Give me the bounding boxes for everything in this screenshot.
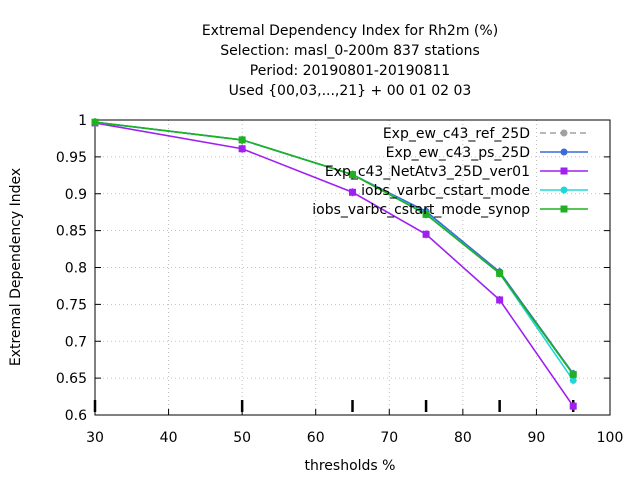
x-tick-label: 80 (454, 430, 472, 446)
legend-label: iobs_varbc_cstart_mode (361, 183, 530, 199)
series-4 (91, 118, 577, 379)
title-line-3: Period: 20190801-20190811 (250, 63, 450, 79)
y-tick-label: 1 (78, 113, 87, 129)
y-tick-label: 0.65 (56, 371, 87, 387)
y-tick-label: 0.75 (56, 297, 87, 313)
threshold-markers (93, 400, 575, 412)
data-point (569, 402, 577, 410)
data-point (238, 145, 246, 153)
title-line-2: Selection: masl_0-200m 837 stations (220, 43, 480, 59)
data-point (569, 376, 577, 384)
y-tick-label: 0.8 (65, 261, 87, 277)
legend-label: Exp_ew_c43_ref_25D (383, 126, 530, 142)
x-tick-label: 90 (528, 430, 546, 446)
x-axis-label: thresholds % (305, 458, 396, 474)
data-point (91, 118, 99, 126)
legend-marker (560, 167, 568, 175)
x-tick-label: 60 (307, 430, 325, 446)
data-point (422, 210, 430, 218)
x-tick-label: 70 (380, 430, 398, 446)
y-tick-label: 0.9 (65, 187, 87, 203)
x-tick-label: 50 (233, 430, 251, 446)
series-line (94, 121, 574, 375)
series-line (94, 122, 574, 407)
data-point (569, 370, 577, 378)
y-axis: 0.6 0.65 0.7 0.75 0.8 0.85 0.9 0.95 1 (56, 113, 610, 424)
y-axis-label: Extremal Dependency Index (8, 168, 24, 366)
x-axis: 30 40 50 60 70 80 90 100 (86, 409, 623, 446)
legend-marker (560, 129, 568, 137)
legend-label: Exp_ew_c43_ps_25D (386, 145, 530, 161)
x-tick-label: 30 (86, 430, 104, 446)
legend-marker (560, 205, 568, 213)
data-point (349, 188, 356, 196)
data-point (238, 136, 246, 144)
series-2 (91, 118, 577, 411)
y-tick-label: 0.85 (56, 224, 87, 240)
data-point (422, 230, 430, 238)
legend-marker (560, 186, 568, 194)
legend-label: iobs_varbc_cstart_mode_synop (312, 202, 530, 218)
data-point (349, 171, 356, 179)
title-line-1: Extremal Dependency Index for Rh2m (%) (202, 23, 498, 39)
y-tick-label: 0.6 (65, 408, 87, 424)
data-point (496, 296, 504, 304)
legend-marker (560, 148, 568, 156)
x-tick-label: 40 (160, 430, 178, 446)
data-point (496, 269, 504, 277)
x-tick-label: 100 (597, 430, 624, 446)
title-line-4: Used {00,03,...,21} + 00 01 02 03 (229, 83, 472, 99)
y-tick-label: 0.7 (65, 334, 87, 350)
chart-title: Extremal Dependency Index for Rh2m (%) S… (202, 23, 498, 99)
series-layer (91, 118, 577, 411)
y-tick-label: 0.95 (56, 150, 87, 166)
legend: Exp_ew_c43_ref_25D Exp_ew_c43_ps_25D Exp_c… (312, 126, 588, 218)
legend-label: Exp_c43_NetAtv3_25D_ver01 (325, 164, 530, 180)
